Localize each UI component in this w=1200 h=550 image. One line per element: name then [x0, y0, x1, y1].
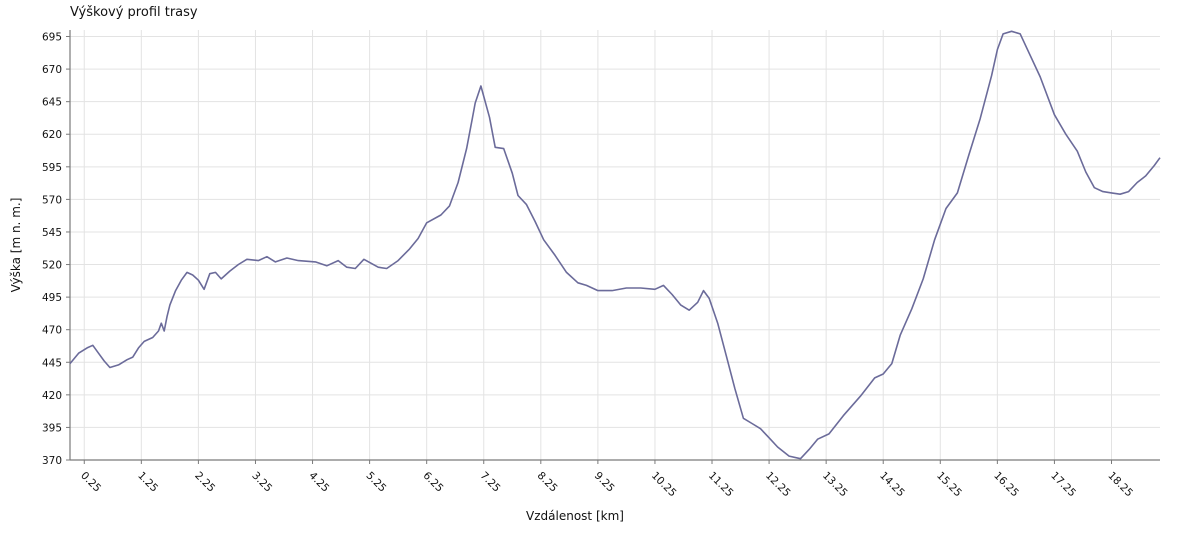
x-tick-label: 5.25 [363, 470, 388, 495]
axes [69, 30, 1160, 461]
y-tick-label: 595 [42, 162, 62, 174]
y-tick-label: 470 [42, 325, 62, 337]
x-tick-label: 6.25 [421, 470, 446, 495]
y-tick-label: 645 [42, 97, 62, 109]
y-tick-label: 420 [42, 390, 62, 402]
x-tick-label: 4.25 [306, 470, 331, 495]
x-tick-label: 9.25 [592, 470, 617, 495]
x-tick-label: 15.25 [934, 470, 964, 500]
grid [70, 30, 1160, 461]
x-tick-label: 7.25 [478, 470, 503, 495]
y-tick-label: 395 [42, 422, 62, 434]
y-axis-title: Výška [m n. m.] [9, 198, 23, 293]
x-tick-label: 18.25 [1105, 470, 1135, 500]
x-tick-label: 12.25 [763, 470, 793, 500]
x-tick-label: 0.25 [78, 470, 103, 495]
x-tick-label: 3.25 [249, 470, 274, 495]
x-axis-title: Vzdálenost [km] [526, 509, 624, 523]
elevation-line [69, 30, 1161, 460]
y-tick-label: 495 [42, 292, 62, 304]
x-tick-label: 8.25 [535, 470, 560, 495]
x-tick-label: 2.25 [192, 470, 217, 495]
y-tick-label: 445 [42, 357, 62, 369]
x-tick-label: 16.25 [991, 470, 1021, 500]
x-tick-label: 1.25 [135, 470, 160, 495]
chart-title: Výškový profil trasy [70, 5, 198, 20]
y-tick-label: 545 [42, 227, 62, 239]
x-tick-label: 11.25 [706, 470, 736, 500]
y-tick-label: 620 [42, 129, 62, 141]
x-tick-label: 14.25 [877, 470, 907, 500]
x-tick-label: 13.25 [820, 470, 850, 500]
y-tick-label: 670 [42, 64, 62, 76]
y-tick-label: 520 [42, 260, 62, 272]
y-tick-label: 570 [42, 194, 62, 206]
x-tick-label: 10.25 [649, 470, 679, 500]
y-tick-label: 370 [42, 455, 62, 467]
y-tick-label: 695 [42, 32, 62, 44]
series [69, 30, 1161, 460]
x-tick-label: 17.25 [1048, 470, 1078, 500]
